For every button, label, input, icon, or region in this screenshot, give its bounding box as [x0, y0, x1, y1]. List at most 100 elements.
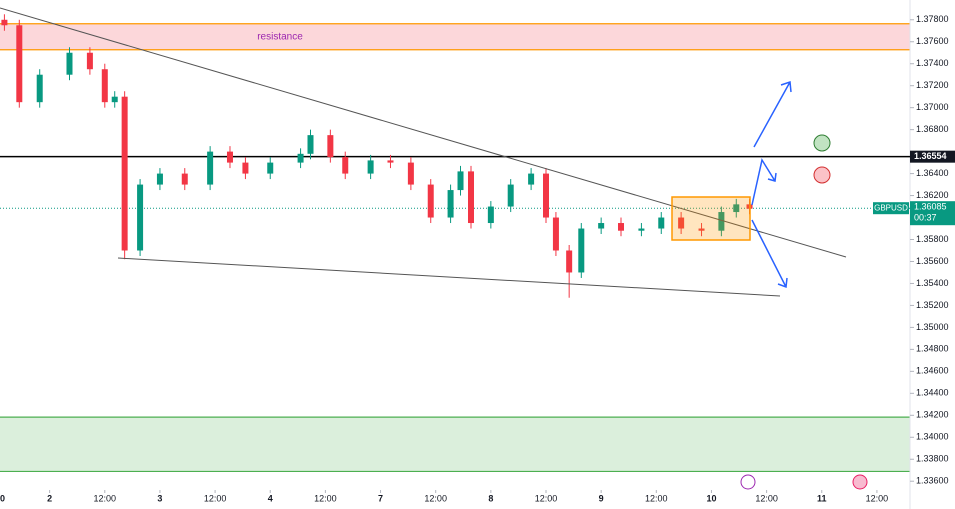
candle-body: [242, 162, 249, 174]
arrow: [751, 158, 777, 206]
bearish-marker: [813, 166, 831, 184]
candle-body: [427, 184, 434, 218]
candle-body: [16, 25, 23, 103]
arrows: [751, 80, 792, 289]
y-tick-label: 1.34800: [916, 344, 949, 354]
event-icon[interactable]: [852, 474, 868, 490]
candle-body: [457, 171, 464, 191]
x-tick-label: 4: [268, 493, 273, 503]
candle-body: [36, 74, 43, 103]
candle-body: [407, 162, 414, 185]
zone-label: resistance: [257, 31, 303, 42]
candle-body: [566, 250, 573, 273]
candle-body: [528, 173, 535, 185]
x-tick-label: 10: [706, 493, 716, 503]
candle-body: [1, 19, 8, 26]
x-tick-label: 12:00: [645, 493, 668, 503]
y-tick-label: 1.35400: [916, 278, 949, 288]
y-tick-label: 1.35000: [916, 322, 949, 332]
candle-body: [718, 212, 725, 231]
x-tick-label: 12:00: [94, 493, 117, 503]
y-tick-label: 1.36200: [916, 190, 949, 200]
x-tick-label: 0: [0, 493, 5, 503]
drawings: [0, 7, 868, 490]
candle-body: [733, 204, 740, 213]
event-icon[interactable]: [740, 474, 756, 490]
x-tick-label: 11: [817, 493, 827, 503]
y-tick-label: 1.34400: [916, 388, 949, 398]
candle-body: [327, 135, 334, 158]
candles: [1, 14, 753, 298]
x-tick-label: 12:00: [866, 493, 889, 503]
candle-body: [66, 52, 73, 75]
y-tick-label: 1.37400: [916, 58, 949, 68]
y-tick-label: 1.33600: [916, 476, 949, 486]
y-tick-label: 1.34200: [916, 410, 949, 420]
arrow: [751, 219, 788, 289]
support-zone: [0, 417, 910, 472]
x-tick-label: 12:00: [204, 493, 227, 503]
y-tick-label: 1.37800: [916, 14, 949, 24]
candle-body: [638, 228, 645, 231]
last-price-label: 1.36085: [914, 202, 947, 212]
candle-body: [367, 160, 374, 174]
candle-body: [207, 151, 214, 185]
candle-body: [86, 52, 93, 70]
level-label-bg: [910, 150, 955, 163]
candle-body: [578, 228, 585, 273]
x-tick-label: 12:00: [424, 493, 447, 503]
candle-body: [111, 96, 118, 103]
trend-line: [117, 257, 781, 297]
resistance-zone: [0, 23, 910, 50]
candle-body: [618, 223, 625, 231]
y-tick-label: 1.36400: [916, 168, 949, 178]
x-tick-label: 2: [47, 493, 52, 503]
candle-body: [137, 184, 144, 251]
y-tick-label: 1.34000: [916, 432, 949, 442]
x-tick-label: 9: [599, 493, 604, 503]
y-tick-label: 1.37200: [916, 80, 949, 90]
x-tick-label: 7: [378, 493, 383, 503]
x-tick-label: 3: [157, 493, 162, 503]
candle-body: [658, 217, 665, 229]
candle-body: [447, 190, 454, 218]
candle-body: [307, 135, 314, 154]
candle-body: [226, 151, 233, 163]
y-tick-label: 1.37000: [916, 102, 949, 112]
candle-body: [678, 217, 685, 229]
candle-body: [698, 228, 705, 231]
candle-body: [181, 173, 188, 185]
y-tick-label: 1.35200: [916, 300, 949, 310]
symbol-label: GBPUSD: [874, 203, 908, 212]
y-tick-label: 1.35800: [916, 234, 949, 244]
candle-body: [156, 173, 163, 185]
candle-body: [121, 96, 128, 251]
candle-body: [297, 153, 304, 163]
symbol-label-bg: [873, 202, 909, 215]
candle-body: [387, 160, 394, 163]
last-price-bg: [910, 201, 955, 226]
level-label: 1.36554: [914, 151, 947, 161]
y-tick-label: 1.36800: [916, 124, 949, 134]
x-tick-label: 12:00: [535, 493, 558, 503]
candle-body: [267, 162, 274, 174]
zones: resistance: [0, 23, 910, 473]
x-tick-label: 12:00: [755, 493, 778, 503]
candle-body: [342, 157, 349, 174]
consolidation-box: [671, 196, 751, 241]
bullish-marker: [813, 134, 831, 152]
candle-body: [487, 206, 494, 224]
candle-body: [507, 184, 514, 207]
y-tick-label: 1.35600: [916, 256, 949, 266]
trend-line: [0, 7, 847, 258]
countdown: 00:37: [914, 213, 937, 223]
candle-body: [543, 173, 549, 218]
candle-body: [101, 69, 108, 103]
y-tick-label: 1.37600: [916, 36, 949, 46]
candle-body: [598, 223, 605, 229]
candle-body: [552, 217, 559, 251]
x-tick-label: 8: [488, 493, 493, 503]
